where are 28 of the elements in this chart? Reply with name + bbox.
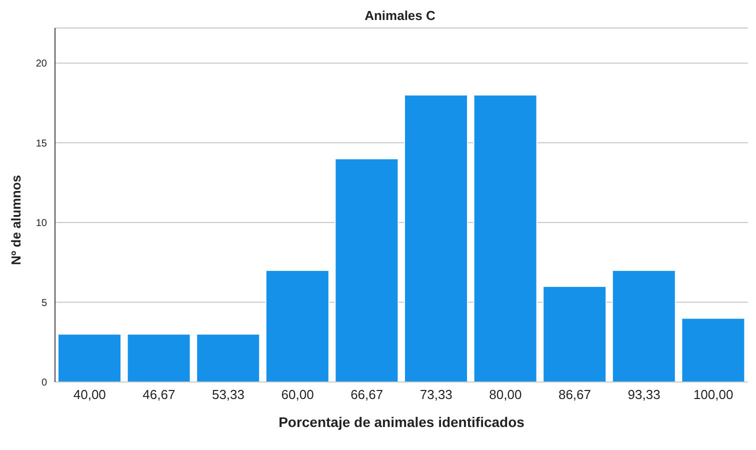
y-axis-title: Nº de alumnos — [8, 175, 24, 265]
bar — [196, 334, 260, 382]
x-tick-label: 53,33 — [212, 387, 245, 402]
y-tick-label: 15 — [36, 138, 48, 150]
bar — [126, 334, 191, 382]
y-tick-label: 5 — [41, 298, 48, 309]
x-tick-label: 66,67 — [350, 387, 384, 402]
x-tick-label: 46,67 — [142, 387, 176, 402]
x-tick-label: 60,00 — [281, 387, 314, 402]
y-tick-label: 10 — [36, 218, 48, 230]
x-axis-title: Porcentaje de animales identificados — [278, 414, 525, 430]
chart-title: Animales C — [364, 8, 436, 23]
bar — [612, 270, 676, 382]
bar — [473, 94, 538, 382]
x-tick-label: 73,33 — [420, 387, 452, 402]
bar — [58, 334, 122, 382]
x-tick-label: 100,00 — [693, 387, 734, 402]
x-tick-label: 80,00 — [489, 387, 522, 402]
bar — [265, 270, 330, 382]
x-tick-label: 93,33 — [628, 387, 660, 402]
y-tick-label: 0 — [41, 378, 48, 389]
x-tick-label: 40,00 — [73, 387, 106, 402]
bar — [334, 158, 399, 382]
bar — [404, 94, 468, 382]
x-tick-label: 86,67 — [558, 387, 592, 402]
bar — [681, 318, 746, 382]
y-tick-label: 20 — [36, 58, 48, 70]
bar — [542, 286, 607, 382]
